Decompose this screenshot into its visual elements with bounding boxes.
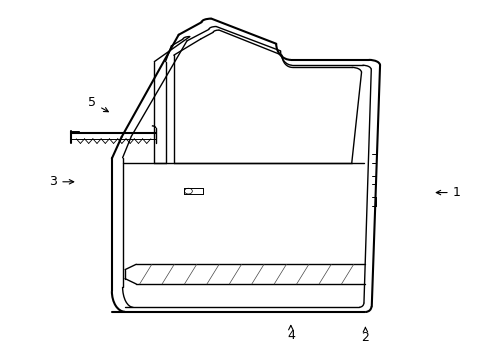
Text: 1: 1: [435, 186, 460, 199]
Text: 3: 3: [49, 175, 74, 188]
Text: 2: 2: [361, 327, 368, 343]
Text: 4: 4: [286, 325, 294, 342]
Text: 5: 5: [88, 96, 108, 112]
